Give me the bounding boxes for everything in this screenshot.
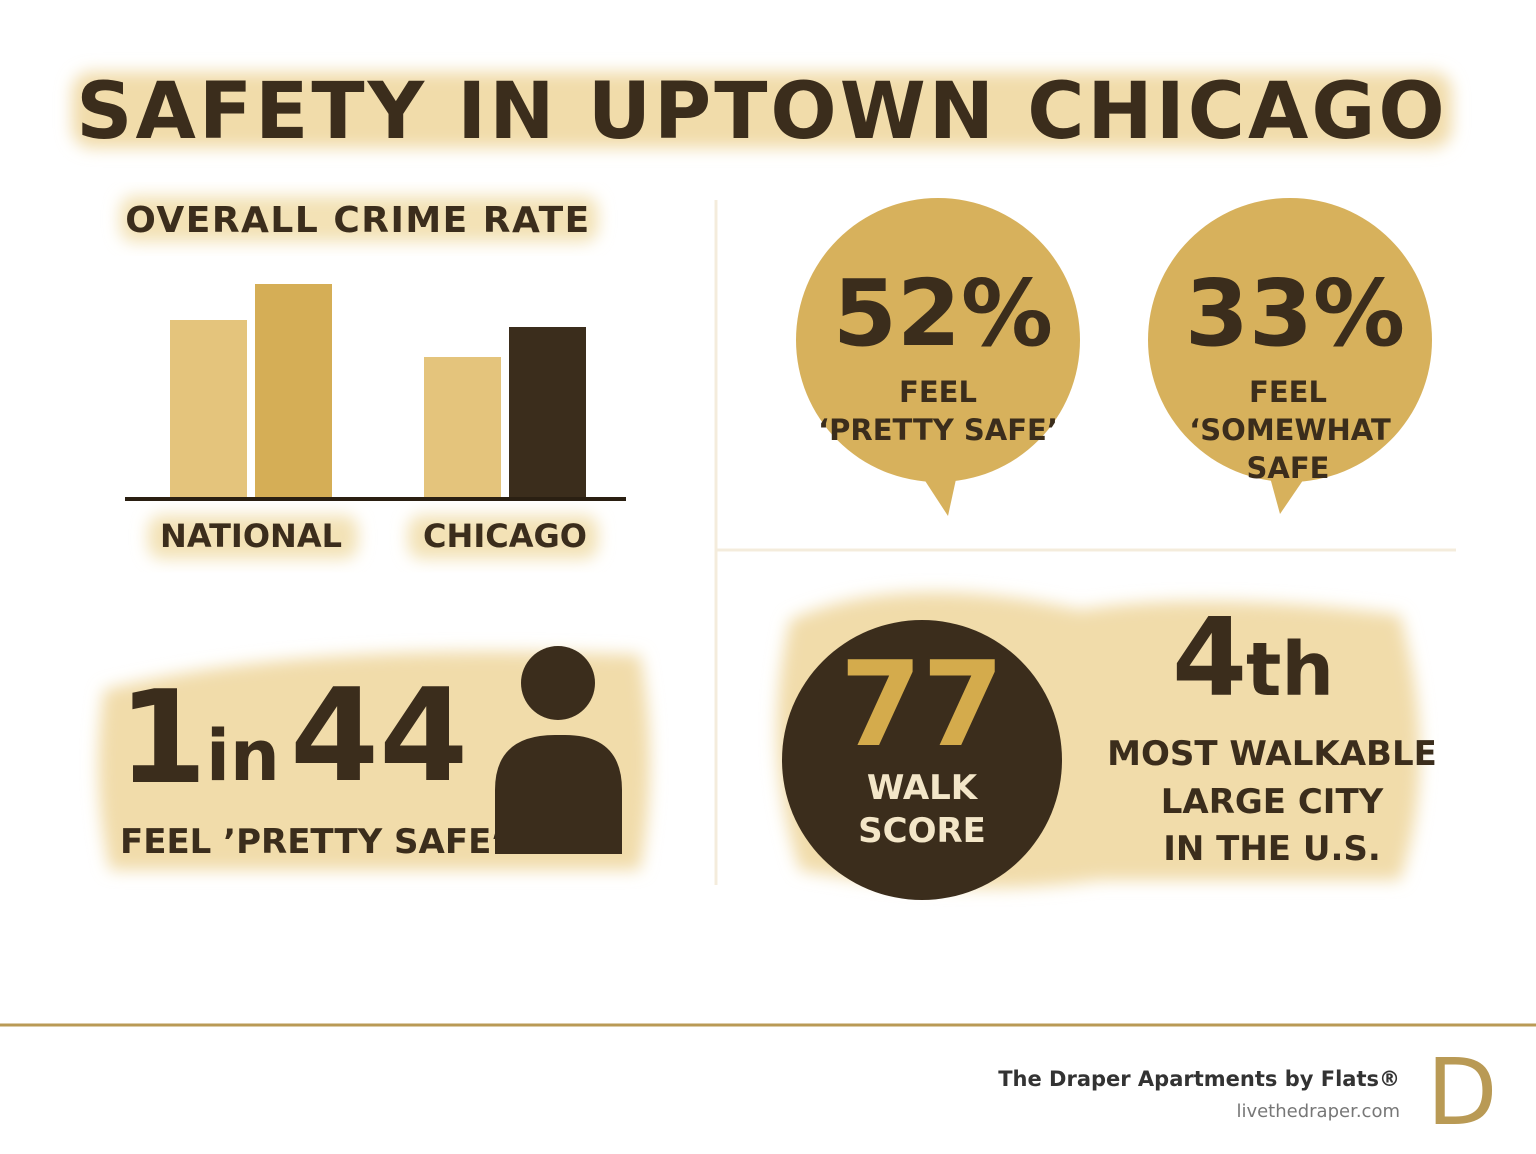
bubble-label: FEEL <box>899 375 977 409</box>
chart-title: OVERALL CRIME RATE <box>125 200 591 241</box>
title-backdrop <box>72 72 1452 148</box>
label-backdrop <box>148 515 358 559</box>
chart-title-backdrop <box>120 196 598 242</box>
bubble-value: 33% <box>1185 260 1405 367</box>
ratio-caption: FEEL ’PRETTY SAFE’ <box>120 822 504 862</box>
person-body <box>495 735 622 854</box>
walk-label: SCORE <box>858 811 986 851</box>
ratio-second: 44 <box>290 662 468 811</box>
bubble: 33% FEEL ‘SOMEWHAT SAFE <box>1148 198 1432 514</box>
bubble-value: 52% <box>833 260 1053 367</box>
bar <box>255 284 332 497</box>
rank-label: MOST WALKABLE <box>1107 734 1437 774</box>
bar <box>509 327 586 497</box>
bubble-circle <box>1148 198 1432 482</box>
x-tick-label: CHICAGO <box>423 517 587 555</box>
bubble-circle <box>796 198 1080 482</box>
rank-label: LARGE CITY <box>1161 782 1384 822</box>
footer-brand: The Draper Apartments by Flats® <box>998 1067 1400 1091</box>
person-head <box>521 646 595 720</box>
bubble-label: SAFE <box>1247 451 1330 485</box>
bubble: 52% FEEL ‘PRETTY SAFE’ <box>796 198 1080 516</box>
bar <box>170 320 247 497</box>
page-title: SAFETY IN UPTOWN CHICAGO <box>76 67 1447 157</box>
bubble-label: ‘SOMEWHAT <box>1189 413 1391 447</box>
rank-label: IN THE U.S. <box>1163 829 1381 869</box>
label-backdrop <box>408 515 598 559</box>
walk-circle <box>782 620 1062 900</box>
footer-url: livethedraper.com <box>1236 1101 1400 1122</box>
ratio-first: 1 <box>118 664 207 813</box>
rank-value: 4 <box>1172 596 1247 721</box>
bubble-label: FEEL <box>1249 375 1327 409</box>
walk-score: 77 <box>840 635 1004 773</box>
x-tick-label: NATIONAL <box>160 517 342 555</box>
walk-label: WALK <box>867 768 979 808</box>
rank-suffix: th <box>1246 627 1334 713</box>
footer-logo: D <box>1427 1039 1498 1146</box>
bar <box>424 357 501 497</box>
bubble-label: ‘PRETTY SAFE’ <box>818 413 1058 447</box>
ratio-middle: in <box>206 715 280 797</box>
